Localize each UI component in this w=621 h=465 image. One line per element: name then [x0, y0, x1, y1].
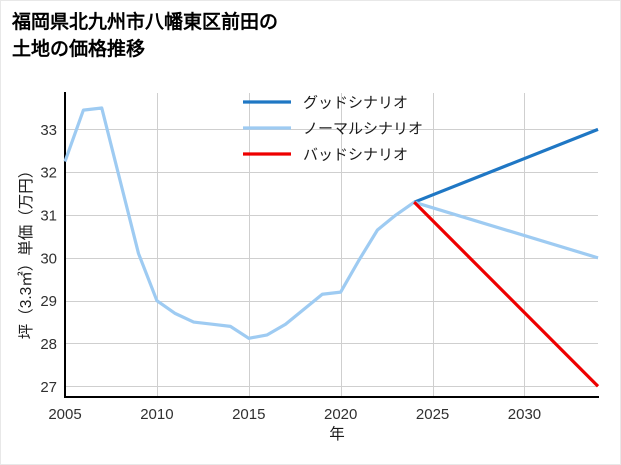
x-tick-label: 2025: [416, 406, 449, 423]
page-title: 福岡県北九州市八幡東区前田の 土地の価格推移: [12, 12, 279, 60]
y-tick-label: 30: [40, 250, 57, 267]
series-line-3: [413, 201, 600, 388]
y-tick-label: 33: [40, 122, 57, 139]
legend-label-1: ノーマルシナリオ: [303, 121, 423, 138]
x-tick-label: 2010: [140, 406, 173, 423]
y-tick-label: 32: [40, 165, 57, 182]
y-axis-title: 坪（3.3㎡）単価（万円）: [17, 163, 35, 340]
x-tick-label: 2020: [324, 406, 357, 423]
y-tick-labels: 27 28 29 30 31 32 33: [40, 122, 57, 396]
series-line-1: [413, 127, 599, 204]
x-tick-label: 2015: [232, 406, 265, 423]
x-axis-title: 年: [329, 425, 345, 443]
axis-spines: [63, 92, 599, 399]
y-gridlines: [65, 129, 598, 387]
series-line-2: [413, 200, 599, 260]
y-tick-label: 31: [40, 208, 57, 225]
y-tick-label: 29: [40, 293, 57, 310]
x-tick-label: 2030: [508, 406, 541, 423]
y-tick-label: 28: [40, 336, 57, 353]
legend-label-2: バッドシナリオ: [303, 147, 408, 164]
x-tick-label: 2005: [48, 406, 81, 423]
legend-label-0: グッドシナリオ: [303, 95, 408, 112]
series-line-0: [63, 106, 416, 340]
y-tick-label: 27: [40, 379, 57, 396]
x-tick-labels: 2005 2010 2015 2020 2025 2030: [48, 406, 541, 423]
data-series-group: [63, 106, 600, 388]
